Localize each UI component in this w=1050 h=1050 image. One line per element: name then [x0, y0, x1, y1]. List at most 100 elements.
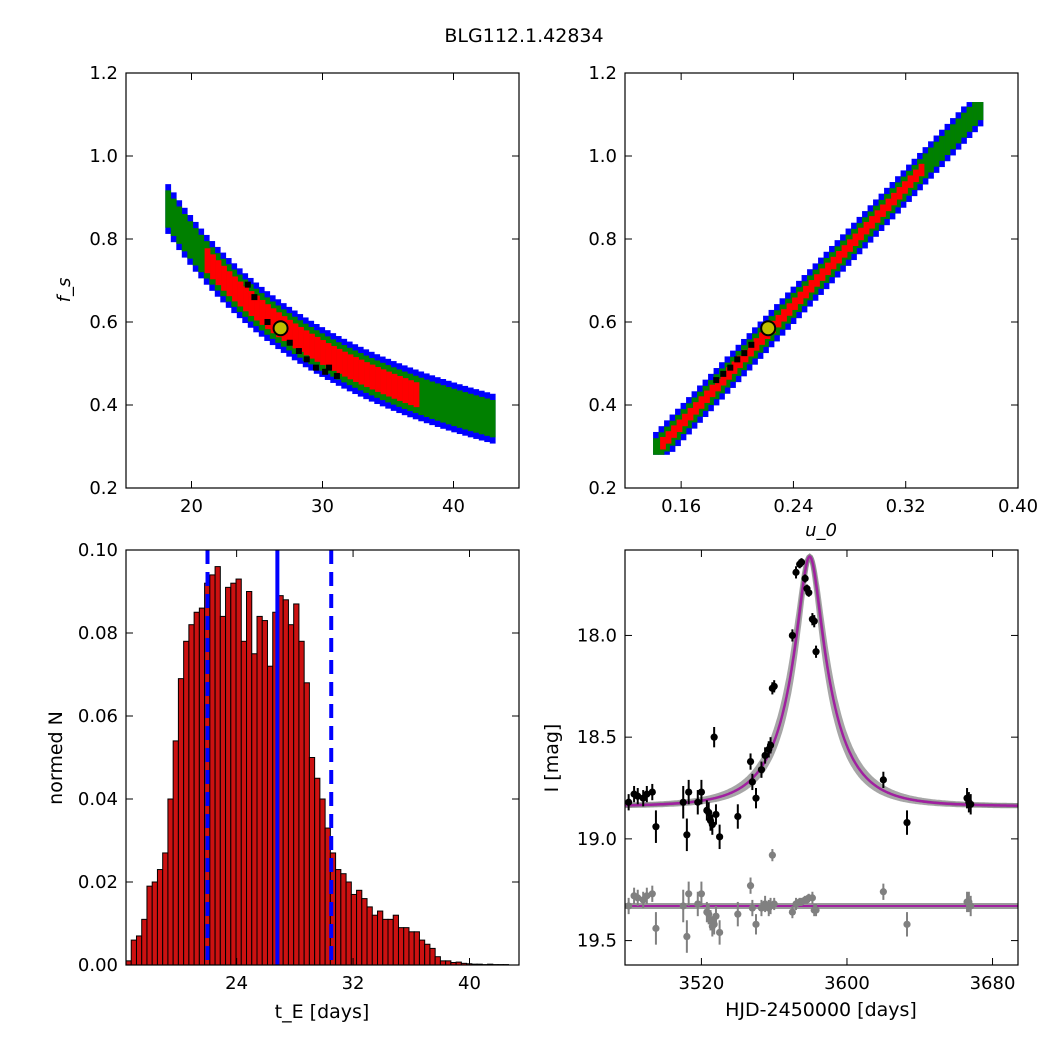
sigma1-cell: [375, 367, 381, 392]
y-tick-label: 0.4: [588, 395, 617, 416]
best-chi2-cell: [713, 377, 720, 384]
y-tick-label: 0.8: [588, 229, 617, 250]
sigma2-cell: [445, 387, 452, 425]
sigma1-cell: [342, 351, 348, 377]
residual-point: [812, 906, 820, 914]
sigma1-cell: [204, 248, 211, 274]
sigma1-cell: [408, 380, 414, 406]
y-tick-label: 0.6: [588, 312, 617, 333]
panel-lightcurve: 3520 3600 3680 18.0 18.5 19.0 19.5 I [mag] HJD-2…: [541, 549, 1019, 1021]
data-point: [716, 833, 724, 841]
hist-bar: [387, 918, 394, 966]
data-point: [797, 558, 806, 566]
hist-bar: [445, 960, 452, 966]
y-tick-label: 0.8: [89, 229, 118, 250]
x-tick-label: 40: [442, 496, 465, 517]
residual-point: [648, 890, 656, 898]
sigma2-cell: [961, 112, 967, 138]
data-point: [761, 751, 769, 760]
hist-bar: [350, 893, 358, 966]
data-point: [967, 800, 975, 808]
hist-bar: [246, 591, 253, 966]
data-point: [634, 792, 642, 800]
sigma1-cell: [665, 431, 672, 444]
hist-bar: [146, 885, 153, 966]
sigma1-cell: [237, 281, 244, 307]
sigma1-cell: [863, 221, 870, 235]
residual-point: [685, 890, 693, 898]
sigma2-cell: [434, 383, 441, 421]
hist-bar: [340, 873, 347, 966]
sigma2-cell: [418, 377, 425, 416]
data-point: [708, 821, 716, 829]
hist-bar: [151, 881, 158, 966]
sigma1-cell: [210, 254, 216, 280]
sigma1-cell: [786, 303, 793, 316]
residual-point: [643, 892, 651, 900]
sigma1-cell: [215, 260, 222, 286]
sigma1-cell: [918, 163, 925, 177]
sigma2-cell: [944, 130, 951, 156]
sigma1-cell: [759, 332, 765, 345]
x-axis-label: HJD-2450000 [days]: [725, 999, 917, 1021]
hist-bar: [298, 640, 305, 966]
sigma1-cell: [331, 346, 337, 371]
hist-bar: [439, 960, 447, 966]
y-tick-label: 0.6: [89, 312, 118, 333]
sigma1-cell: [353, 357, 359, 382]
residual-point: [625, 902, 633, 910]
data-point: [770, 682, 778, 690]
sigma2-cell: [478, 396, 485, 435]
sigma1-cell: [369, 364, 376, 390]
sigma2-cell: [484, 398, 491, 436]
sigma1-cell: [380, 369, 387, 395]
sigma2-cell: [440, 385, 447, 423]
residual-point: [967, 902, 975, 910]
sigma1-cell: [386, 371, 392, 397]
best-chi2-cell: [251, 294, 258, 301]
x-tick-label: 20: [180, 496, 203, 517]
hist-bar: [356, 889, 363, 966]
sigma1-cell: [303, 330, 310, 356]
hist-bar: [193, 611, 200, 966]
sigma2-cell: [928, 147, 934, 173]
sigma2-cell: [966, 106, 973, 132]
sigma1-cell: [347, 354, 354, 380]
hist-bar: [183, 640, 190, 966]
y-axis-label: I [mag]: [541, 724, 563, 793]
y-tick-label: 1.2: [89, 63, 118, 84]
sigma1-cell: [221, 265, 227, 291]
x-tick-label: 30: [311, 496, 334, 517]
data-point: [903, 818, 911, 827]
residual-point: [746, 882, 755, 890]
y-tick-label: 19.5: [577, 931, 617, 952]
plot-frame: [125, 549, 520, 966]
plot-frame: [624, 549, 1019, 966]
data-point: [752, 794, 760, 802]
hist-bar: [361, 898, 368, 966]
y-tick-label: 19.0: [577, 829, 617, 850]
sigma2-cell: [456, 390, 463, 428]
y-tick-label: 1.0: [588, 146, 617, 167]
x-axis-label: u_0: [805, 520, 837, 541]
hist-bar: [366, 906, 373, 966]
hist-bar: [230, 582, 237, 966]
sigma1-cell: [819, 268, 826, 281]
residual-point: [788, 908, 796, 916]
sigma1-cell: [698, 396, 705, 409]
model-curve: [625, 555, 1018, 807]
sigma2-cell: [933, 141, 940, 167]
hist-bar: [392, 914, 399, 966]
data-point: [648, 788, 656, 796]
best-chi2-cell: [748, 341, 755, 348]
sigma2-cell: [451, 388, 458, 427]
residual-point: [716, 928, 724, 937]
sigma1-cell: [841, 245, 848, 258]
sigma1-cell: [226, 271, 233, 297]
residual-point: [683, 932, 691, 941]
sigma1-cell: [715, 378, 721, 392]
sigma1-cell: [364, 362, 370, 388]
data-point: [792, 568, 800, 576]
sigma1-cell: [693, 402, 699, 415]
hist-bar: [319, 798, 326, 966]
